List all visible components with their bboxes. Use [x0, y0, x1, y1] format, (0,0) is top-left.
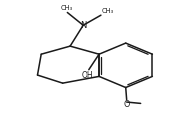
Text: CH₃: CH₃ — [60, 5, 72, 11]
Text: OH: OH — [82, 71, 94, 80]
Text: N: N — [80, 21, 86, 30]
Text: O: O — [124, 100, 130, 109]
Text: CH₃: CH₃ — [102, 8, 114, 14]
